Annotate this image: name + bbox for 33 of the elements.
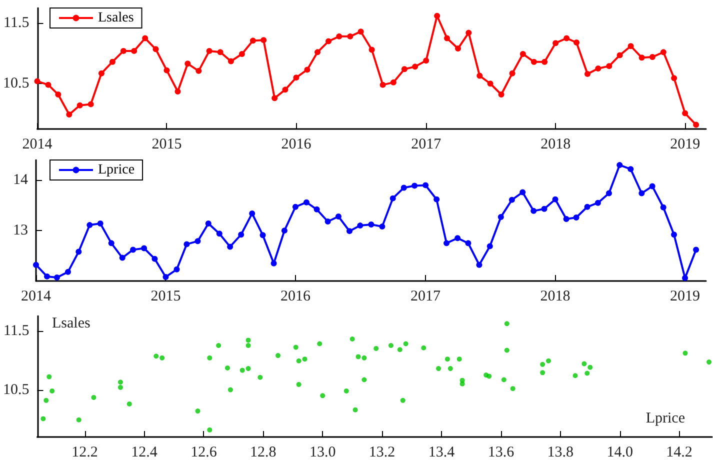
x-tick-label: 13.0 [309,444,336,460]
x-tick-label: 2018 [540,288,570,304]
x-tick-label: 2017 [411,136,442,152]
x-tick-label: 14.0 [606,444,633,460]
x-tick-label: 13.6 [488,444,515,460]
x-tick-label: 13.4 [428,444,456,460]
x-tick-label: 2018 [540,136,571,152]
y-tick-label: 11.5 [4,15,30,32]
x-tick-label: 12.4 [131,444,158,460]
y-tick-label: 11.5 [4,322,30,339]
y-tick-label: 10.5 [3,382,30,398]
x-tick-label: 12.6 [190,444,218,460]
x-tick-label: 2014 [21,288,52,304]
x-tick-label: 13.2 [368,444,396,460]
x-tick-label: 2016 [280,288,311,304]
x-tick-label: 2015 [150,288,181,304]
x-tick-label: 12.2 [72,444,98,460]
y-axis-title: Lsales [52,316,90,332]
x-tick-label: 2014 [22,136,53,152]
legend-label: Lprice [98,162,135,178]
x-tick-label: 12.8 [250,444,276,460]
y-tick-label: 10.5 [3,76,30,92]
x-tick-label: 2019 [670,288,700,304]
y-tick-label: 14 [13,172,28,188]
x-tick-label: 14.2 [666,444,692,460]
x-tick-label: 2016 [281,136,312,152]
x-tick-label: 2017 [410,288,442,304]
x-axis-title: Lprice [646,410,686,426]
y-tick-label: 13 [13,222,28,239]
x-tick-label: 13.8 [547,444,574,460]
legend-label: Lsales [98,10,134,26]
x-tick-label: 2019 [670,136,700,152]
x-tick-label: 2015 [152,136,182,152]
